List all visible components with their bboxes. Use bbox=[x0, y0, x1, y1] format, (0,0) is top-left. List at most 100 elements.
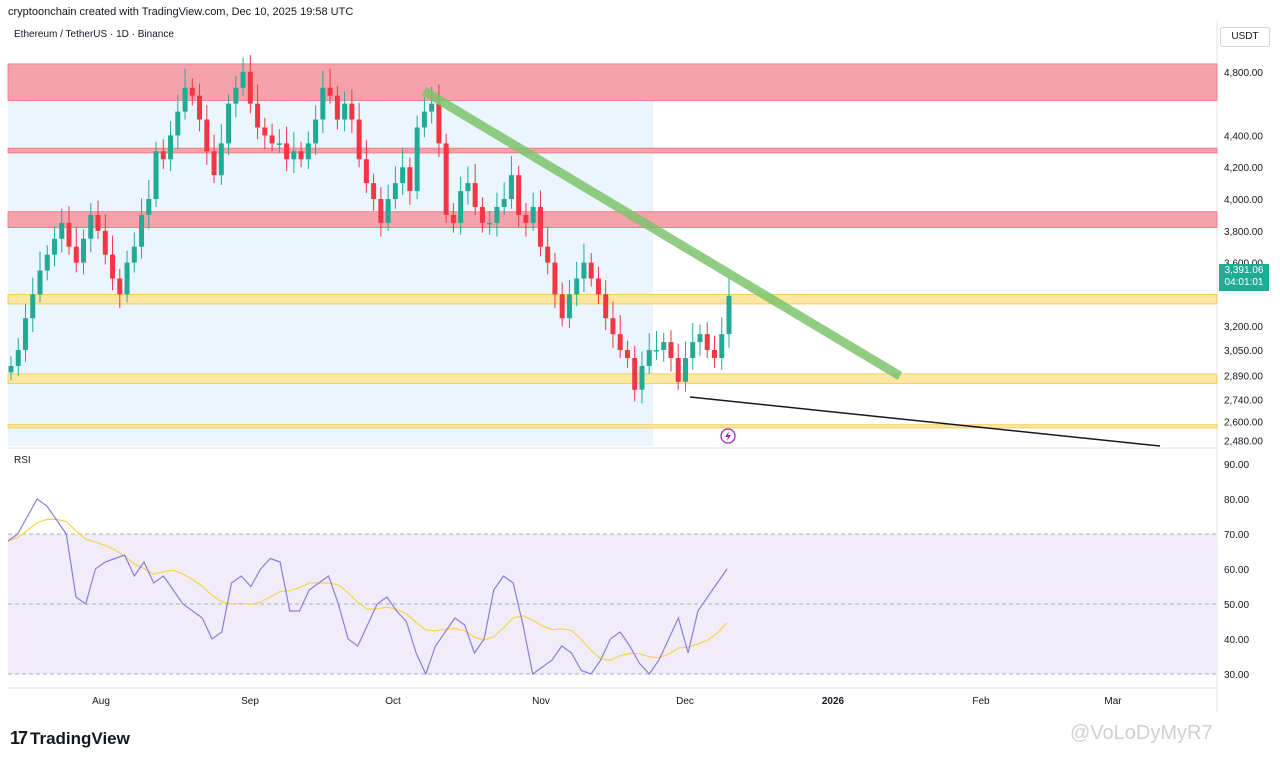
zone-support bbox=[7, 373, 1218, 384]
candle-body bbox=[284, 143, 290, 160]
candle-body bbox=[204, 119, 210, 152]
price-tick-label: 4,200.00 bbox=[1224, 163, 1263, 174]
price-tick-label: 2,600.00 bbox=[1224, 418, 1263, 429]
candle-body bbox=[168, 135, 174, 160]
candle-body bbox=[160, 151, 166, 160]
candle-body bbox=[523, 214, 529, 223]
candle-body bbox=[552, 262, 558, 295]
candle-body bbox=[378, 199, 384, 223]
candle-body bbox=[653, 350, 659, 352]
rsi-tick-label: 70.00 bbox=[1224, 530, 1249, 541]
candle-body bbox=[59, 222, 65, 239]
candle-body bbox=[421, 111, 427, 128]
rsi-tick-label: 90.00 bbox=[1224, 460, 1249, 471]
candle-body bbox=[472, 183, 478, 207]
last-price-countdown: 04:01:01 bbox=[1224, 277, 1264, 288]
lightning-icon bbox=[720, 428, 736, 444]
author-watermark: @VoLoDyMyR7 bbox=[1070, 722, 1213, 744]
candle-body bbox=[545, 246, 551, 263]
candle-body bbox=[240, 71, 246, 88]
candle-body bbox=[313, 119, 319, 144]
candle-body bbox=[450, 214, 456, 223]
candle-body bbox=[269, 135, 275, 144]
descending-trendline bbox=[421, 87, 903, 380]
candle-body bbox=[588, 262, 594, 279]
candle-body bbox=[8, 365, 14, 373]
zone-resistance bbox=[7, 147, 1218, 154]
candle-body bbox=[66, 222, 72, 247]
candle-body bbox=[262, 127, 268, 136]
candle-body bbox=[610, 318, 616, 335]
zone-resistance bbox=[7, 211, 1218, 229]
candle-body bbox=[356, 119, 362, 160]
candle-body bbox=[233, 87, 239, 104]
candle-body bbox=[320, 87, 326, 120]
candle-body bbox=[624, 350, 630, 358]
lightning-bolt bbox=[725, 431, 731, 441]
candle-body bbox=[131, 246, 137, 263]
tradingview-logo-icon: 17 bbox=[10, 728, 28, 748]
chart-caption: cryptoonchain created with TradingView.c… bbox=[8, 6, 354, 18]
candle-body bbox=[639, 365, 645, 390]
time-tick-label: Oct bbox=[385, 696, 401, 707]
candle-body bbox=[52, 238, 58, 255]
candle-body bbox=[73, 246, 79, 263]
zone-support bbox=[7, 424, 1218, 429]
candle-body bbox=[530, 206, 536, 223]
candle-body bbox=[429, 103, 435, 112]
candle-body bbox=[334, 95, 340, 120]
candle-body bbox=[465, 183, 471, 192]
last-price-value: 3,391.06 bbox=[1224, 265, 1264, 276]
symbol-label[interactable]: Ethereum / TetherUS · 1D · Binance bbox=[14, 29, 174, 40]
candle-body bbox=[305, 143, 311, 160]
candle-body bbox=[458, 191, 464, 223]
candle-body bbox=[407, 167, 413, 192]
tradingview-logo[interactable]: 17 TradingView bbox=[10, 728, 130, 749]
time-tick-label: Mar bbox=[1104, 696, 1122, 707]
candle-body bbox=[661, 342, 667, 351]
candle-body bbox=[15, 350, 21, 366]
candle-body bbox=[117, 278, 123, 295]
candle-body bbox=[675, 357, 681, 382]
candle-body bbox=[23, 318, 29, 351]
candle-body bbox=[479, 206, 485, 223]
candle-body bbox=[211, 151, 217, 176]
candle-body bbox=[595, 278, 601, 295]
time-tick-label: Feb bbox=[972, 696, 990, 707]
candle-body bbox=[719, 334, 725, 358]
candle-body bbox=[81, 238, 87, 263]
candle-body bbox=[88, 214, 94, 239]
time-tick-label: Aug bbox=[92, 696, 110, 707]
support-trendline bbox=[689, 396, 1161, 447]
candle-body bbox=[697, 334, 703, 343]
candle-body bbox=[603, 294, 609, 319]
price-tick-label: 3,050.00 bbox=[1224, 346, 1263, 357]
candle-body bbox=[581, 262, 587, 279]
candle-body bbox=[537, 206, 543, 247]
candle-body bbox=[559, 294, 565, 319]
currency-button[interactable]: USDT bbox=[1220, 27, 1270, 47]
rsi-ma-line bbox=[7, 518, 728, 662]
candle-body bbox=[30, 294, 36, 319]
candle-body bbox=[436, 103, 442, 144]
price-tick-label: 2,480.00 bbox=[1224, 437, 1263, 448]
candle-body bbox=[487, 222, 493, 225]
candle-body bbox=[682, 357, 688, 382]
rsi-tick-label: 60.00 bbox=[1224, 565, 1249, 576]
candle-body bbox=[291, 151, 297, 160]
rsi-tick-label: 80.00 bbox=[1224, 495, 1249, 506]
rsi-label[interactable]: RSI bbox=[14, 455, 31, 466]
rsi-line bbox=[7, 498, 728, 676]
candle-body bbox=[516, 175, 522, 215]
candle-body bbox=[668, 342, 674, 358]
candle-body bbox=[255, 103, 261, 128]
candle-body bbox=[566, 294, 572, 319]
candle-body bbox=[690, 342, 696, 358]
candle-body bbox=[110, 254, 116, 279]
price-tick-label: 4,000.00 bbox=[1224, 195, 1263, 206]
candle-body bbox=[298, 151, 304, 160]
candle-body bbox=[146, 199, 152, 215]
candle-body bbox=[197, 95, 203, 120]
highlight-area bbox=[8, 64, 653, 446]
